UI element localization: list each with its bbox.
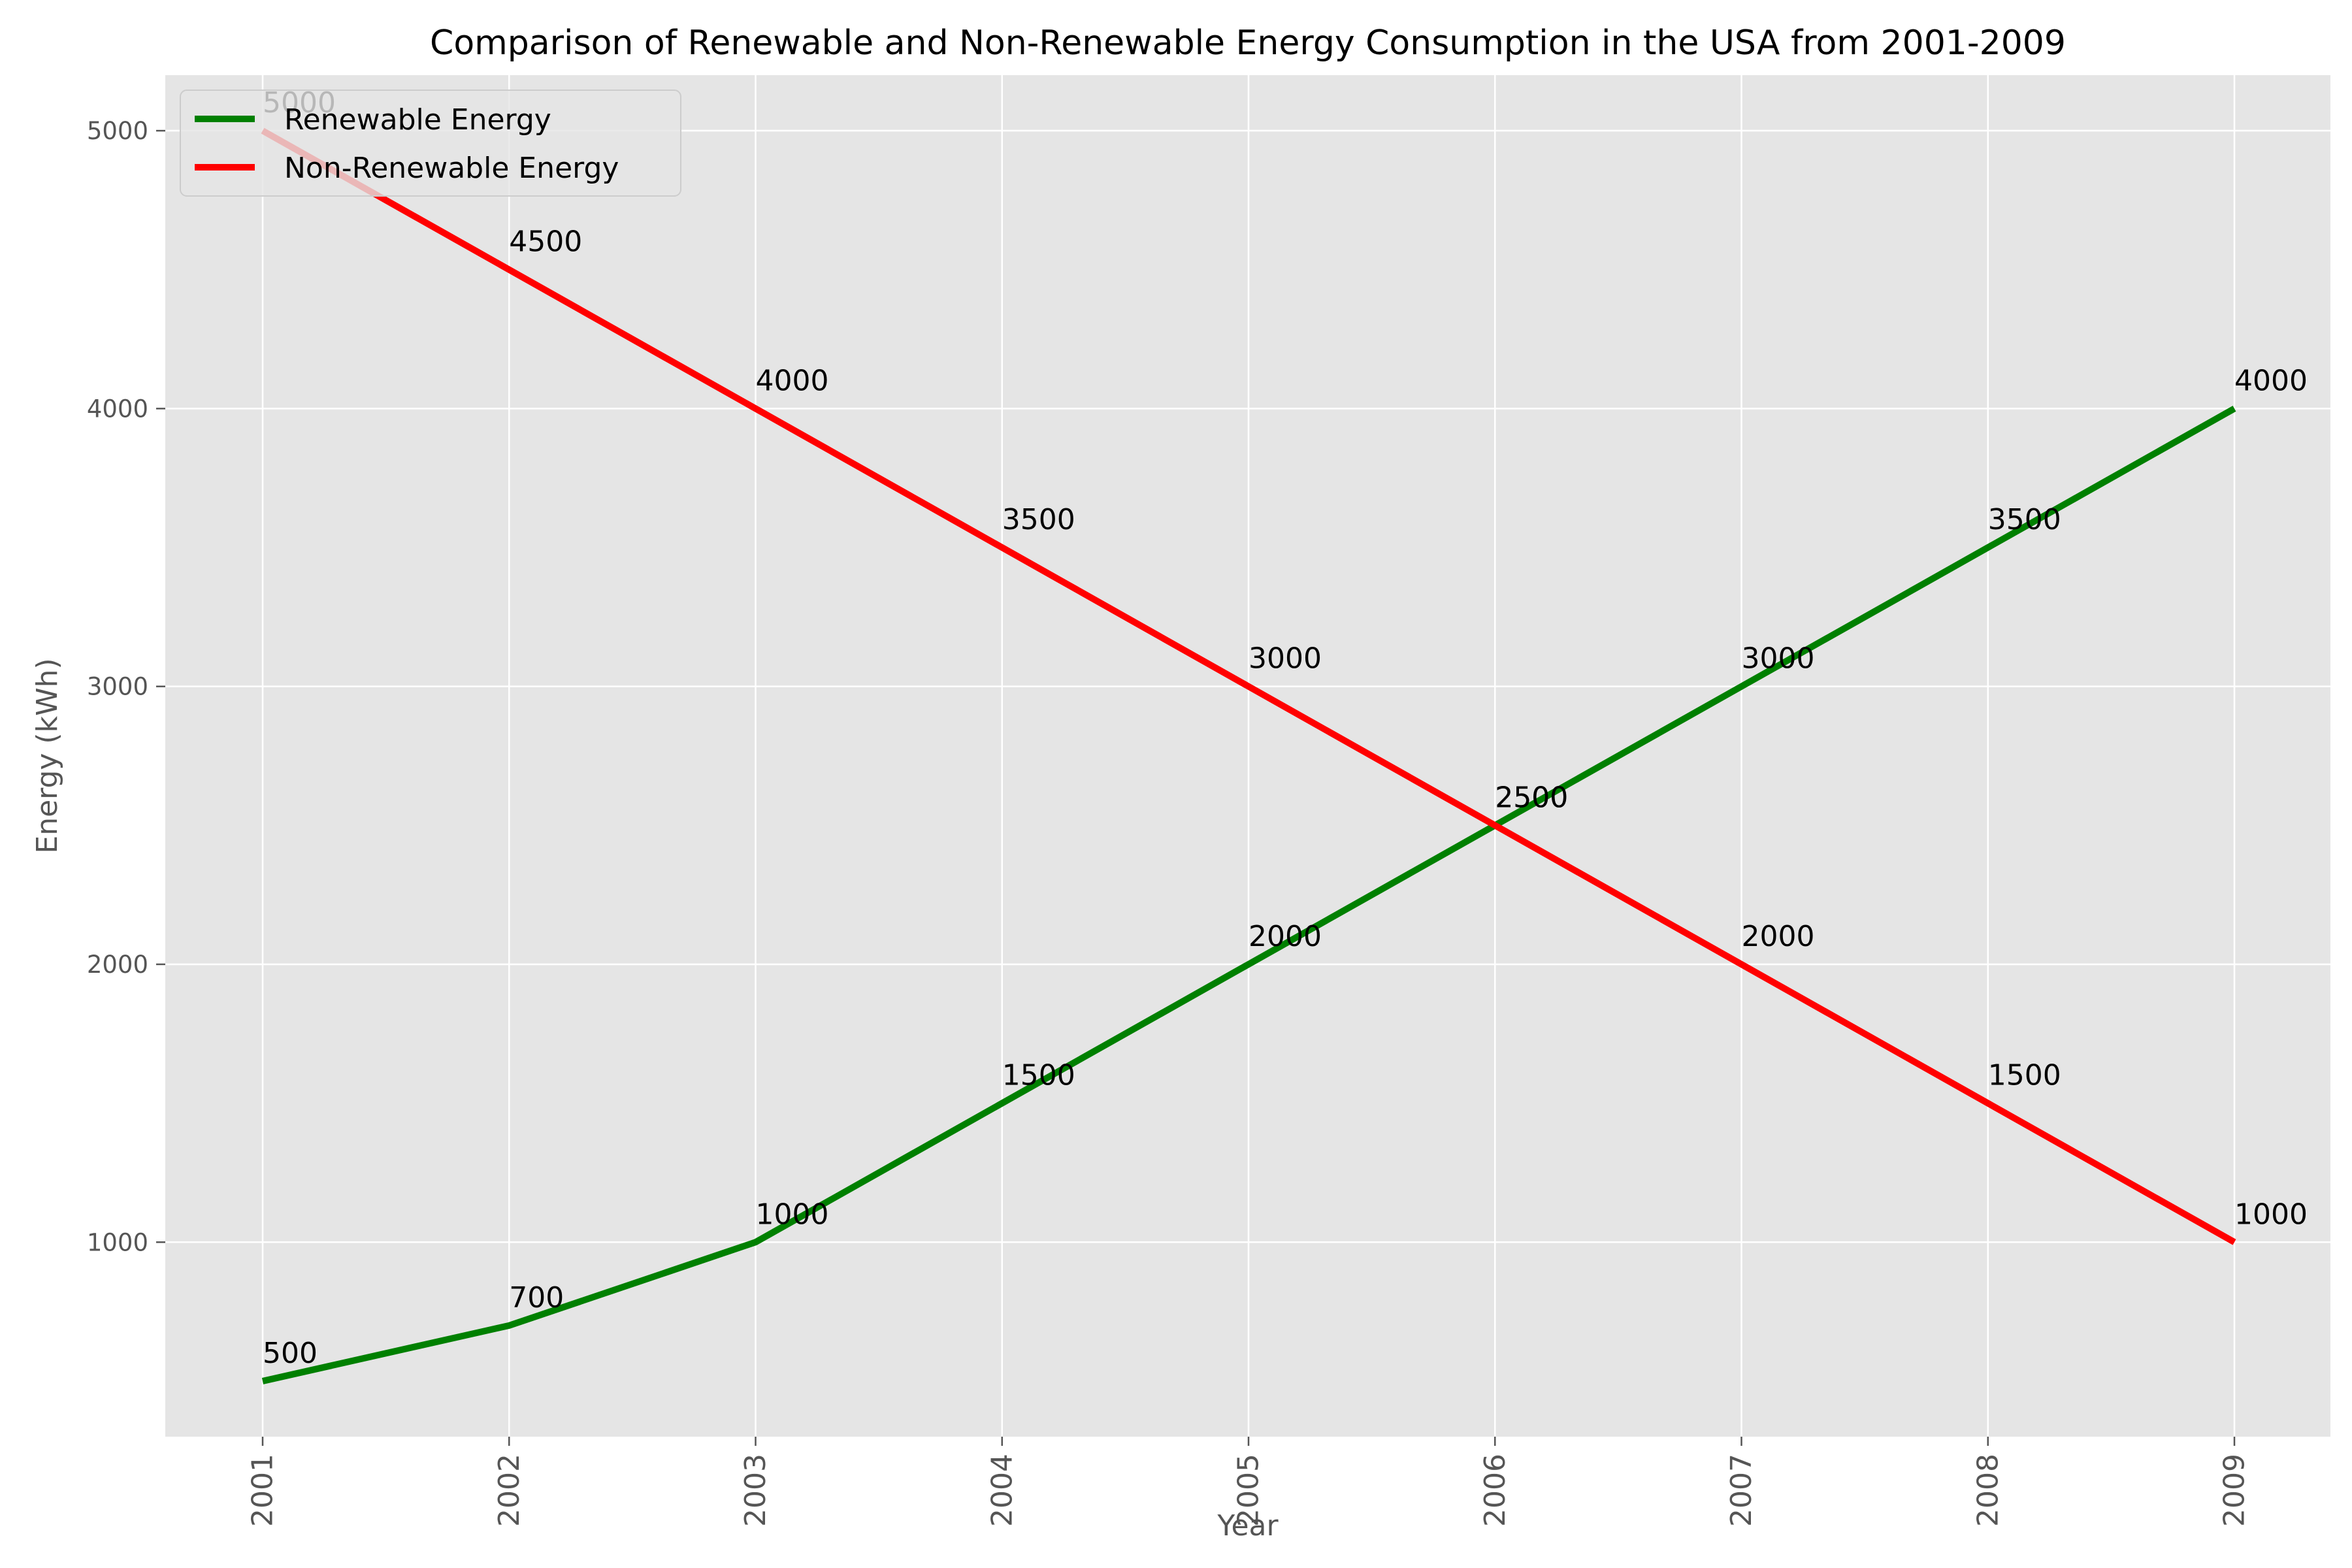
y-tick-label: 1000 <box>87 1228 148 1256</box>
x-tick-label: 2001 <box>246 1454 280 1527</box>
data-label: 3500 <box>1002 503 1075 536</box>
data-label: 3000 <box>1742 642 1815 676</box>
data-label: 1500 <box>1988 1059 2061 1092</box>
legend-label: Non-Renewable Energy <box>284 152 619 185</box>
x-tick-label: 2002 <box>493 1454 526 1527</box>
x-tick-label: 2003 <box>739 1454 772 1527</box>
series-lines <box>261 127 2236 1384</box>
legend: Renewable Energy Non-Renewable Energy <box>180 90 681 197</box>
data-label: 4000 <box>756 364 829 397</box>
series-line-non-renewable <box>261 127 2236 1245</box>
y-axis-ticks: 1000 2000 3000 4000 5000 <box>87 117 165 1256</box>
data-label: 1000 <box>2234 1198 2308 1231</box>
x-tick-label: 2009 <box>2218 1454 2251 1527</box>
x-axis-ticks: 2001 2002 2003 2004 2005 2006 2007 2008 2009 <box>246 1437 2251 1527</box>
data-label: 3500 <box>1988 503 2061 536</box>
y-tick-label: 3000 <box>87 673 148 701</box>
data-label: 3000 <box>1249 642 1322 676</box>
x-axis-label: Year <box>1217 1509 1279 1543</box>
x-tick-label: 2005 <box>1232 1454 1266 1527</box>
x-tick-label: 2004 <box>985 1454 1019 1527</box>
data-label: 1000 <box>756 1198 829 1231</box>
x-tick-label: 2007 <box>1725 1454 1758 1527</box>
x-tick-label: 2006 <box>1478 1454 1512 1527</box>
series-line-renewable <box>261 406 2236 1384</box>
y-tick-label: 2000 <box>87 951 148 979</box>
data-label: 2500 <box>1495 781 1568 814</box>
data-label: 500 <box>263 1337 318 1370</box>
data-label: 2500 <box>1495 781 1568 814</box>
legend-box <box>180 90 681 197</box>
data-label: 4000 <box>2234 364 2308 397</box>
legend-label: Renewable Energy <box>284 103 551 137</box>
chart-title: Comparison of Renewable and Non-Renewabl… <box>430 24 2066 63</box>
data-label: 1500 <box>1002 1059 1075 1092</box>
data-label: 700 <box>509 1281 564 1315</box>
y-axis-label: Energy (kWh) <box>31 658 64 853</box>
data-label: 2000 <box>1249 920 1322 953</box>
y-tick-label: 5000 <box>87 117 148 145</box>
x-tick-label: 2008 <box>1971 1454 2004 1527</box>
data-label: 4500 <box>509 225 582 259</box>
data-label: 2000 <box>1742 920 1815 953</box>
y-tick-label: 4000 <box>87 395 148 423</box>
